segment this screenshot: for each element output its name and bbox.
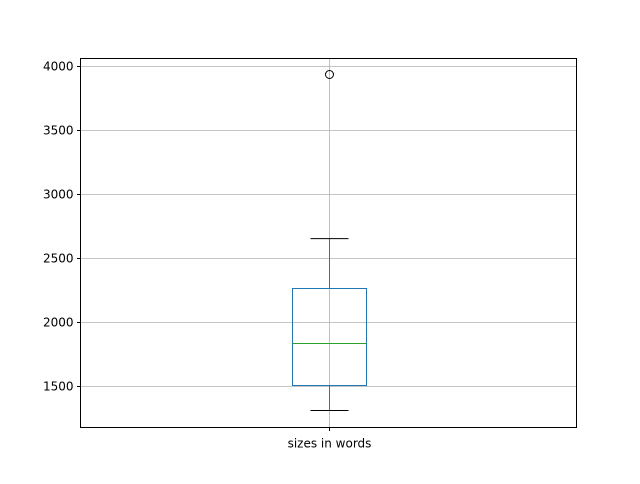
- y-tick-label: 4000: [43, 60, 74, 74]
- y-tick-label: 2000: [43, 316, 74, 330]
- y-axis: 1500 2000 2500 3000 3500 4000: [43, 60, 81, 394]
- x-tick-label: sizes in words: [288, 437, 372, 451]
- boxes: [292, 69, 367, 411]
- y-tick-label: 1500: [43, 380, 74, 394]
- y-tick-label: 2500: [43, 252, 74, 266]
- y-tick-label: 3500: [43, 124, 74, 138]
- outlier-point: [325, 69, 334, 79]
- x-axis: sizes in words: [288, 427, 372, 451]
- grid: [80, 58, 577, 428]
- box-iqr: [292, 288, 367, 387]
- axes-frame: [80, 58, 577, 428]
- y-tick-label: 3000: [43, 188, 74, 202]
